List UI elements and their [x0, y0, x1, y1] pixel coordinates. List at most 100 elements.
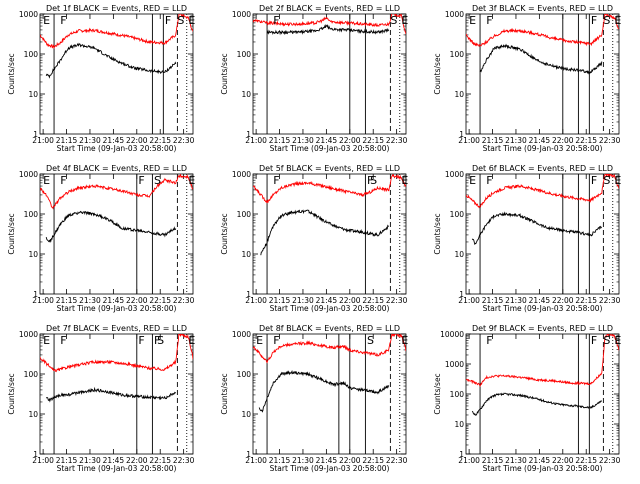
y-tick-label: 1000 — [232, 170, 251, 179]
y-tick-label: 100 — [24, 370, 39, 379]
x-axis-label: Start Time (09-Jan-03 20:58:00) — [57, 144, 177, 153]
event-letter: F — [591, 334, 597, 347]
event-letter: F — [273, 174, 279, 187]
x-tick-label: 22:30 — [386, 456, 408, 465]
y-tick-label: 10 — [454, 420, 464, 429]
y-tick-label: 1 — [459, 290, 464, 299]
y-tick-label: 10000 — [440, 330, 464, 339]
x-tick-label: 21:00 — [245, 136, 267, 145]
plot-frame — [39, 173, 194, 295]
y-tick-label: 1000 — [19, 170, 38, 179]
series-events-line — [258, 370, 390, 413]
y-tick-label: 10 — [28, 90, 38, 99]
x-tick-label: 21:30 — [292, 296, 314, 305]
event-letter: E — [614, 334, 621, 347]
y-tick-label: 10 — [28, 250, 38, 259]
y-axis-label: Counts/sec — [7, 373, 16, 414]
x-tick-label: 21:15 — [56, 296, 78, 305]
event-letter: E — [188, 334, 195, 347]
detector-panel-5: Det 5f BLACK = Events, RED = LLD 1 10 100 10… — [213, 160, 426, 320]
chart-title: Det 9f BLACK = Events, RED = LLD — [472, 324, 613, 333]
y-tick-label: 1000 — [19, 330, 38, 339]
event-letter: F — [138, 174, 144, 187]
x-tick-label: 21:00 — [32, 456, 54, 465]
event-letter: S — [370, 174, 377, 187]
y-tick-label: 10 — [241, 250, 251, 259]
detector-panel-9: Det 9f BLACK = Events, RED = LLD 1 10 100 10… — [426, 320, 639, 480]
x-tick-label: 22:15 — [575, 456, 597, 465]
x-tick-label: 21:00 — [245, 456, 267, 465]
x-tick-label: 21:30 — [505, 136, 527, 145]
x-tick-label: 21:15 — [269, 136, 291, 145]
y-tick-label: 1000 — [232, 10, 251, 19]
y-tick-label: 1 — [33, 290, 38, 299]
series-events-line — [479, 43, 603, 75]
chart-svg: Det 2f BLACK = Events, RED = LLD 1 10 100 10… — [220, 4, 408, 153]
series-events-line — [45, 386, 177, 403]
event-letter: F — [591, 174, 597, 187]
series-lld-line — [40, 334, 193, 373]
y-axis-label: Counts/sec — [220, 373, 229, 414]
x-tick-label: 21:30 — [79, 296, 101, 305]
event-letter: F — [60, 334, 66, 347]
event-letter: F — [60, 14, 66, 27]
event-letter: S — [603, 334, 610, 347]
event-letter: E — [256, 334, 263, 347]
x-tick-label: 22:00 — [339, 456, 361, 465]
y-axis-label: Counts/sec — [7, 213, 16, 254]
event-letter: F — [486, 174, 492, 187]
y-tick-label: 1 — [246, 290, 251, 299]
event-letter: E — [401, 174, 408, 187]
detector-panel-6: Det 6f BLACK = Events, RED = LLD 1 10 100 10… — [426, 160, 639, 320]
x-tick-label: 22:30 — [599, 296, 621, 305]
x-tick-label: 22:00 — [552, 296, 574, 305]
event-letter: E — [401, 334, 408, 347]
x-tick-label: 22:15 — [149, 296, 171, 305]
x-axis-label: Start Time (09-Jan-03 20:58:00) — [270, 144, 390, 153]
event-letter: S — [603, 174, 610, 187]
x-axis-label: Start Time (09-Jan-03 20:58:00) — [270, 464, 390, 473]
chart-svg: Det 6f BLACK = Events, RED = LLD 1 10 100 10… — [433, 164, 621, 313]
plot-frame — [252, 333, 407, 455]
event-letter: F — [165, 14, 171, 27]
y-axis-label: Counts/sec — [7, 53, 16, 94]
x-axis-label: Start Time (09-Jan-03 20:58:00) — [483, 464, 603, 473]
x-tick-label: 21:45 — [316, 136, 338, 145]
x-tick-label: 22:15 — [362, 296, 384, 305]
y-tick-label: 1 — [33, 450, 38, 459]
x-tick-label: 22:00 — [126, 136, 148, 145]
y-tick-label: 1000 — [445, 10, 464, 19]
chart-title: Det 2f BLACK = Events, RED = LLD — [259, 4, 400, 13]
chart-title: Det 7f BLACK = Events, RED = LLD — [46, 324, 187, 333]
x-tick-label: 21:00 — [32, 296, 54, 305]
event-letter: F — [486, 14, 492, 27]
series-lld-line — [466, 174, 619, 209]
x-tick-label: 21:15 — [56, 456, 78, 465]
x-tick-label: 21:15 — [482, 456, 504, 465]
chart-svg: Det 4f BLACK = Events, RED = LLD 1 10 100 10… — [7, 164, 195, 313]
y-tick-label: 1 — [459, 130, 464, 139]
chart-svg: Det 3f BLACK = Events, RED = LLD 1 10 100 10… — [433, 4, 621, 153]
series-events-line — [471, 211, 602, 246]
series-events-line — [45, 210, 177, 243]
event-letter: F — [486, 334, 492, 347]
x-tick-label: 21:45 — [103, 456, 125, 465]
detector-panel-2: Det 2f BLACK = Events, RED = LLD 1 10 100 10… — [213, 0, 426, 160]
x-tick-label: 21:45 — [529, 296, 551, 305]
series-lld-line — [253, 174, 406, 204]
event-letter: S — [154, 174, 161, 187]
y-axis-label: Counts/sec — [433, 213, 442, 254]
event-letter: E — [469, 174, 476, 187]
x-axis-label: Start Time (09-Jan-03 20:58:00) — [270, 304, 390, 313]
x-tick-label: 21:45 — [529, 456, 551, 465]
y-axis-label: Counts/sec — [433, 373, 442, 414]
y-axis-label: Counts/sec — [220, 53, 229, 94]
x-tick-label: 21:30 — [505, 456, 527, 465]
chart-title: Det 1f BLACK = Events, RED = LLD — [46, 4, 187, 13]
y-tick-label: 100 — [237, 210, 252, 219]
x-axis-label: Start Time (09-Jan-03 20:58:00) — [483, 144, 603, 153]
chart-title: Det 8f BLACK = Events, RED = LLD — [259, 324, 400, 333]
x-tick-label: 22:00 — [552, 136, 574, 145]
event-letter: E — [614, 174, 621, 187]
